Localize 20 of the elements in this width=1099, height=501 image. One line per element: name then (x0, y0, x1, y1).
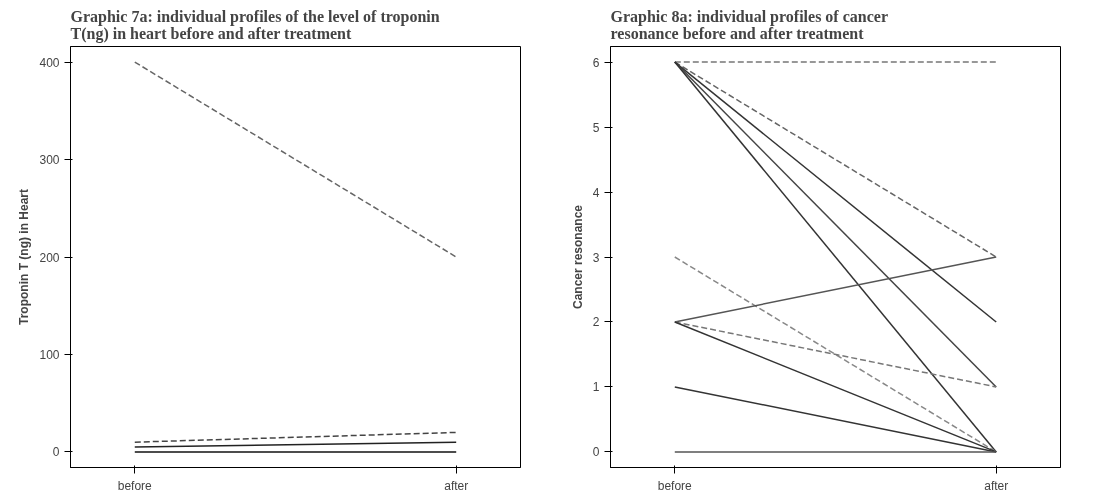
y-tick-label: 1 (592, 380, 600, 395)
y-tick-label: 3 (592, 250, 600, 265)
y-axis-title: Cancer resonance (570, 204, 585, 310)
y-tick-label: 100 (39, 347, 60, 362)
x-tick-label: after (984, 478, 1009, 493)
y-axis-title: Troponin T (ng) in Heart (17, 189, 32, 325)
y-tick-label: 0 (592, 445, 600, 460)
y-tick-label: 4 (592, 185, 600, 200)
y-tick-label: 0 (52, 445, 60, 460)
y-tick-label: 5 (592, 120, 600, 135)
chart-title: Graphic 7a: individual profiles of the level of troponin T(ng) in heart before and after treatment (70, 7, 440, 43)
y-tick-label: 200 (39, 250, 60, 265)
chart-title: Graphic 8a: individual profiles of cancer resonance before and after treatment (610, 7, 888, 42)
y-tick-label: 300 (39, 153, 60, 168)
x-tick-label: before (117, 478, 153, 493)
y-tick-label: 400 (39, 55, 60, 70)
y-tick-label: 6 (592, 55, 600, 70)
x-tick-label: after (444, 478, 469, 493)
x-tick-label: before (657, 478, 693, 493)
y-tick-label: 2 (592, 315, 600, 330)
